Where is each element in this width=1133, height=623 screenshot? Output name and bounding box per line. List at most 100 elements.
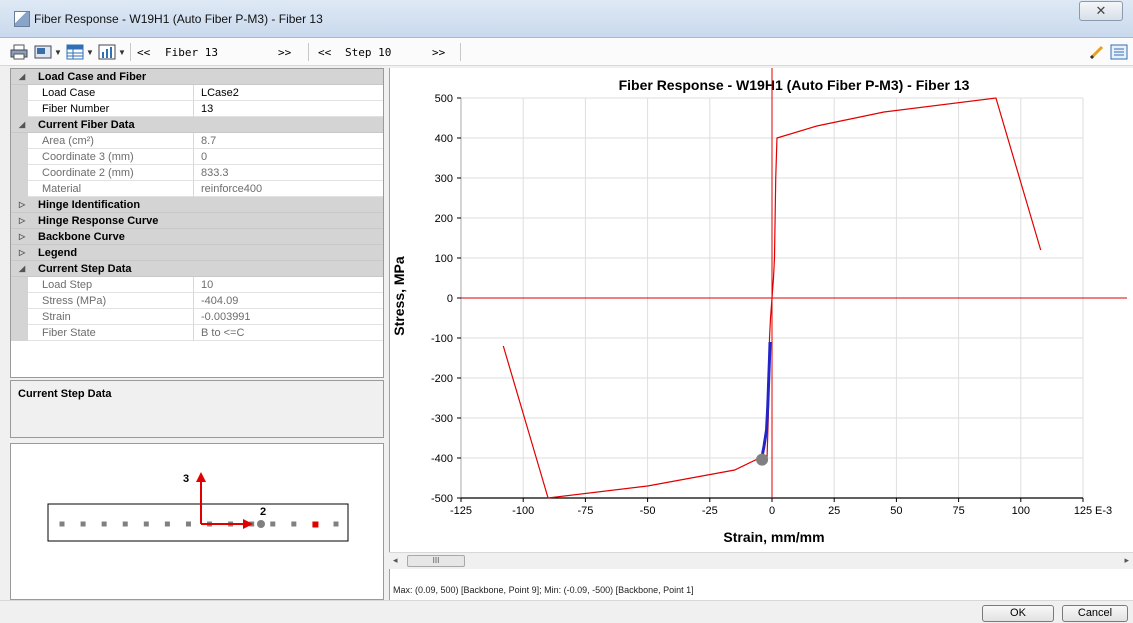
ok-button[interactable]: OK: [982, 605, 1054, 622]
edit-button[interactable]: [1088, 42, 1106, 62]
fiber-point[interactable]: [143, 521, 149, 527]
property-grid: ◢ Load Case and Fiber Load Case LCase2 F…: [10, 68, 384, 378]
category-current-fiber-data[interactable]: ◢ Current Fiber Data: [11, 117, 383, 133]
expand-icon[interactable]: ▷: [19, 232, 26, 241]
row-gutter: [11, 293, 28, 309]
property-label: Load Case: [42, 85, 194, 101]
x-tick-label: -75: [577, 505, 593, 517]
property-value: 833.3: [201, 167, 229, 179]
fiber-point[interactable]: [80, 521, 86, 527]
property-value[interactable]: 13: [201, 103, 214, 115]
property-label: Coordinate 2 (mm): [42, 165, 194, 181]
fiber-point[interactable]: [59, 521, 65, 527]
property-row[interactable]: Fiber Number 13: [11, 101, 383, 117]
section-outline: [47, 503, 349, 542]
x-tick-label: 75: [952, 505, 964, 517]
category-current-step-data[interactable]: ◢ Current Step Data: [11, 261, 383, 277]
property-value: B to <=C: [201, 327, 245, 339]
toolbar: ▼ ▼ ▼ << Fiber 13 >> << Step 10 >>: [0, 38, 1133, 66]
display-options-button[interactable]: ▼: [34, 42, 62, 62]
centroid-marker: [257, 520, 265, 528]
y-tick-label: -100: [431, 333, 453, 345]
fiber-point[interactable]: [185, 521, 191, 527]
fiber-point[interactable]: [101, 521, 107, 527]
collapse-icon[interactable]: ◢: [19, 264, 26, 273]
property-label: Fiber State: [42, 325, 194, 341]
next-fiber-button[interactable]: >>: [278, 46, 292, 59]
property-value: -404.09: [201, 295, 239, 307]
category-load-case-and-fiber[interactable]: ◢ Load Case and Fiber: [11, 69, 383, 85]
property-label: Material: [42, 181, 194, 197]
y-tick-label: 400: [435, 133, 453, 145]
collapse-icon[interactable]: ◢: [19, 120, 26, 129]
description-panel: Current Step Data: [10, 380, 384, 438]
x-axis-label: Strain, mm/mm: [723, 529, 824, 545]
cancel-button[interactable]: Cancel: [1062, 605, 1128, 622]
property-value: 10: [201, 279, 214, 291]
property-value[interactable]: LCase2: [201, 87, 239, 99]
print-button[interactable]: [10, 42, 28, 62]
toolbar-separator: [460, 43, 461, 61]
section-drawing: 3 2: [47, 472, 349, 542]
category-hinge-response-curve[interactable]: ▷ Hinge Response Curve: [11, 213, 383, 229]
scroll-right-arrow[interactable]: ▸: [1124, 555, 1129, 565]
property-row[interactable]: Load Case LCase2: [11, 85, 383, 101]
response-curve-line: [761, 341, 772, 455]
arrow-right-icon: [243, 519, 253, 529]
fiber-point[interactable]: [270, 521, 276, 527]
prev-step-button[interactable]: <<: [318, 46, 332, 59]
fiber-point[interactable]: [333, 521, 339, 527]
fiber-point[interactable]: [164, 521, 170, 527]
scroll-left-arrow[interactable]: ◂: [393, 555, 398, 565]
category-legend[interactable]: ▷ Legend: [11, 245, 383, 261]
properties-button[interactable]: [1110, 42, 1128, 62]
x-tick-label: -25: [702, 505, 718, 517]
y-tick-label: -500: [431, 493, 453, 505]
chart-title: Fiber Response - W19H1 (Auto Fiber P-M3)…: [619, 77, 970, 93]
chart-ticks: -125 -100 -75 -50 -25 0 25 50 75 100 125 E-3 500 400 3…: [431, 93, 1112, 517]
close-button[interactable]: ✕: [1079, 1, 1123, 21]
property-value: 8.7: [201, 135, 217, 147]
fiber-point[interactable]: [291, 521, 297, 527]
property-row: Material reinforce400: [11, 181, 383, 197]
toolbar-separator: [130, 43, 131, 61]
fiber-label: Fiber 13: [165, 46, 218, 59]
x-tick-label: -100: [512, 505, 534, 517]
y-tick-label: -200: [431, 373, 453, 385]
current-step-marker: [756, 453, 769, 466]
chart-button[interactable]: ▼: [98, 42, 126, 62]
property-label: Load Step: [42, 277, 194, 293]
expand-icon[interactable]: ▷: [19, 200, 26, 209]
fiber-response-chart[interactable]: Fiber Response - W19H1 (Auto Fiber P-M3)…: [390, 68, 1133, 552]
app-icon: [14, 11, 30, 27]
category-hinge-identification[interactable]: ▷ Hinge Identification: [11, 197, 383, 213]
y-tick-label: -400: [431, 453, 453, 465]
property-row: Coordinate 2 (mm) 833.3: [11, 165, 383, 181]
collapse-icon[interactable]: ◢: [19, 72, 26, 81]
scroll-thumb[interactable]: III: [407, 555, 465, 567]
x-tick-label: 125: [1074, 505, 1092, 517]
status-text: Max: (0.09, 500) [Backbone, Point 9]; Mi…: [393, 585, 694, 595]
chart-pane: Fiber Response - W19H1 (Auto Fiber P-M3)…: [389, 68, 1133, 600]
expand-icon[interactable]: ▷: [19, 216, 26, 225]
selected-fiber[interactable]: [312, 521, 319, 528]
prev-fiber-button[interactable]: <<: [137, 46, 151, 59]
expand-icon[interactable]: ▷: [19, 248, 26, 257]
fiber-point[interactable]: [122, 521, 128, 527]
category-backbone-curve[interactable]: ▷ Backbone Curve: [11, 229, 383, 245]
category-label: Hinge Response Curve: [38, 215, 159, 227]
property-label: Stress (MPa): [42, 293, 194, 309]
y-tick-label: 500: [435, 93, 453, 105]
property-label: Strain: [42, 309, 194, 325]
x-tick-label: 0: [769, 505, 775, 517]
row-gutter: [11, 277, 28, 293]
next-step-button[interactable]: >>: [432, 46, 446, 59]
horizontal-scrollbar[interactable]: ◂ III ▸: [389, 552, 1133, 569]
y-tick-label: 300: [435, 173, 453, 185]
property-row: Coordinate 3 (mm) 0: [11, 149, 383, 165]
window-title: Fiber Response - W19H1 (Auto Fiber P-M3)…: [34, 12, 323, 26]
table-button[interactable]: ▼: [66, 42, 94, 62]
row-gutter: [11, 149, 28, 165]
arrow-up-icon: [196, 472, 206, 482]
table-icon: [66, 44, 84, 60]
